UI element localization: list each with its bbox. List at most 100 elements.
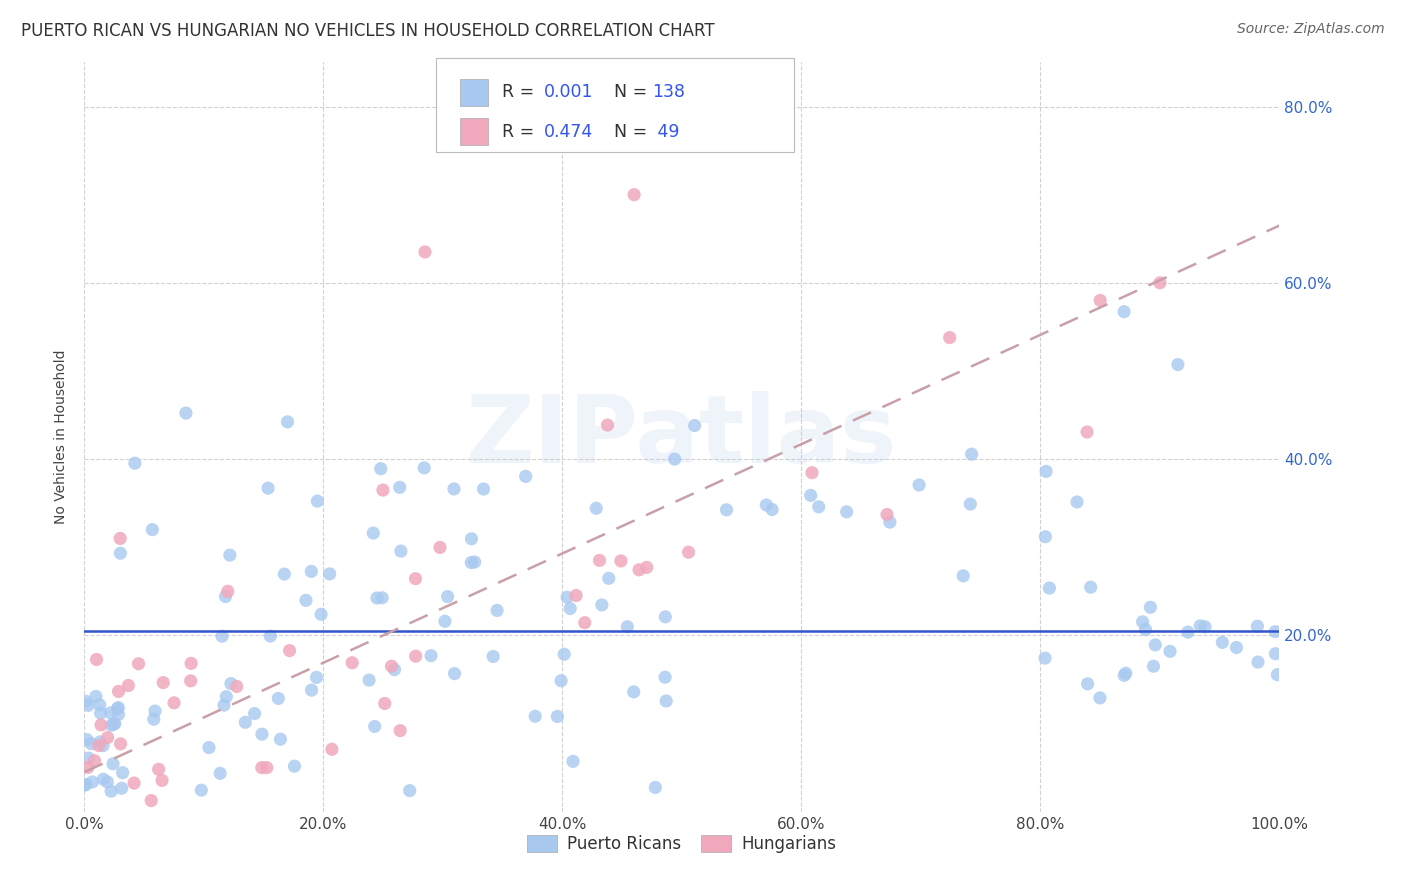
Point [1177,625,1199,640]
Point [1115,666,1137,681]
Point [100,718,122,732]
Point [443,482,465,496]
Point [1264,647,1286,661]
Point [214,590,236,604]
Point [1264,624,1286,639]
Point [190,783,212,797]
Point [84,690,107,704]
Point [389,544,412,558]
Point [124,456,146,470]
Point [110,737,132,751]
Point [562,755,585,769]
Point [163,696,186,710]
Point [1267,667,1289,681]
Point [122,776,145,790]
Point [384,663,406,677]
Point [128,657,150,671]
Point [1144,638,1167,652]
Point [76,760,98,774]
Text: 49: 49 [652,123,681,141]
Point [585,501,607,516]
Point [283,759,305,773]
Point [588,553,610,567]
Point [180,657,202,671]
Point [616,620,638,634]
Point [486,603,509,617]
Point [86,652,108,666]
Text: 0.001: 0.001 [544,83,593,101]
Point [460,556,482,570]
Point [141,523,163,537]
Point [278,643,301,657]
Point [398,783,420,797]
Point [97,731,120,745]
Point [1211,635,1233,649]
Point [1077,677,1099,691]
Point [77,698,100,713]
Point [107,684,129,698]
Point [959,497,981,511]
Point [1135,623,1157,637]
Point [299,565,322,579]
Text: PUERTO RICAN VS HUNGARIAN NO VEHICLES IN HOUSEHOLD CORRELATION CHART: PUERTO RICAN VS HUNGARIAN NO VEHICLES IN… [21,22,714,40]
Point [380,659,402,673]
Point [1194,620,1216,634]
Point [141,793,163,807]
Point [1035,464,1057,478]
Point [1080,580,1102,594]
Point [111,781,134,796]
Point [143,704,166,718]
Point [366,591,388,605]
Point [363,719,385,733]
Point [174,406,197,420]
Point [117,678,139,692]
Point [374,697,396,711]
Point [591,598,613,612]
Point [101,756,124,771]
Text: 0.474: 0.474 [544,123,593,141]
Point [75,694,97,708]
Point [413,461,436,475]
Point [436,590,458,604]
Point [1090,293,1112,308]
Point [1225,640,1247,655]
Point [269,732,291,747]
Point [560,601,582,615]
Point [148,762,170,776]
Point [755,498,778,512]
Text: N =: N = [614,83,654,101]
Point [76,732,98,747]
Point [107,700,129,714]
Point [879,515,901,529]
Point [361,526,384,541]
Point [212,698,235,713]
Point [342,656,364,670]
Point [801,466,824,480]
Point [388,480,411,494]
Point [800,488,823,502]
Point [952,569,974,583]
Point [1114,668,1136,682]
Point [371,591,394,605]
Point [218,548,240,562]
Point [664,452,686,467]
Point [80,737,103,751]
Point [524,709,547,723]
Point [938,330,960,344]
Point [515,469,537,483]
Point [807,500,830,514]
Point [321,742,343,756]
Point [389,723,412,738]
Point [960,447,983,461]
Point [217,584,239,599]
Point [100,784,122,798]
Point [83,754,105,768]
Point [243,706,266,721]
Point [150,773,173,788]
Point [1033,651,1056,665]
Text: R =: R = [502,83,540,101]
Point [876,508,898,522]
Point [305,670,328,684]
Text: Source: ZipAtlas.com: Source: ZipAtlas.com [1237,22,1385,37]
Point [89,735,111,749]
